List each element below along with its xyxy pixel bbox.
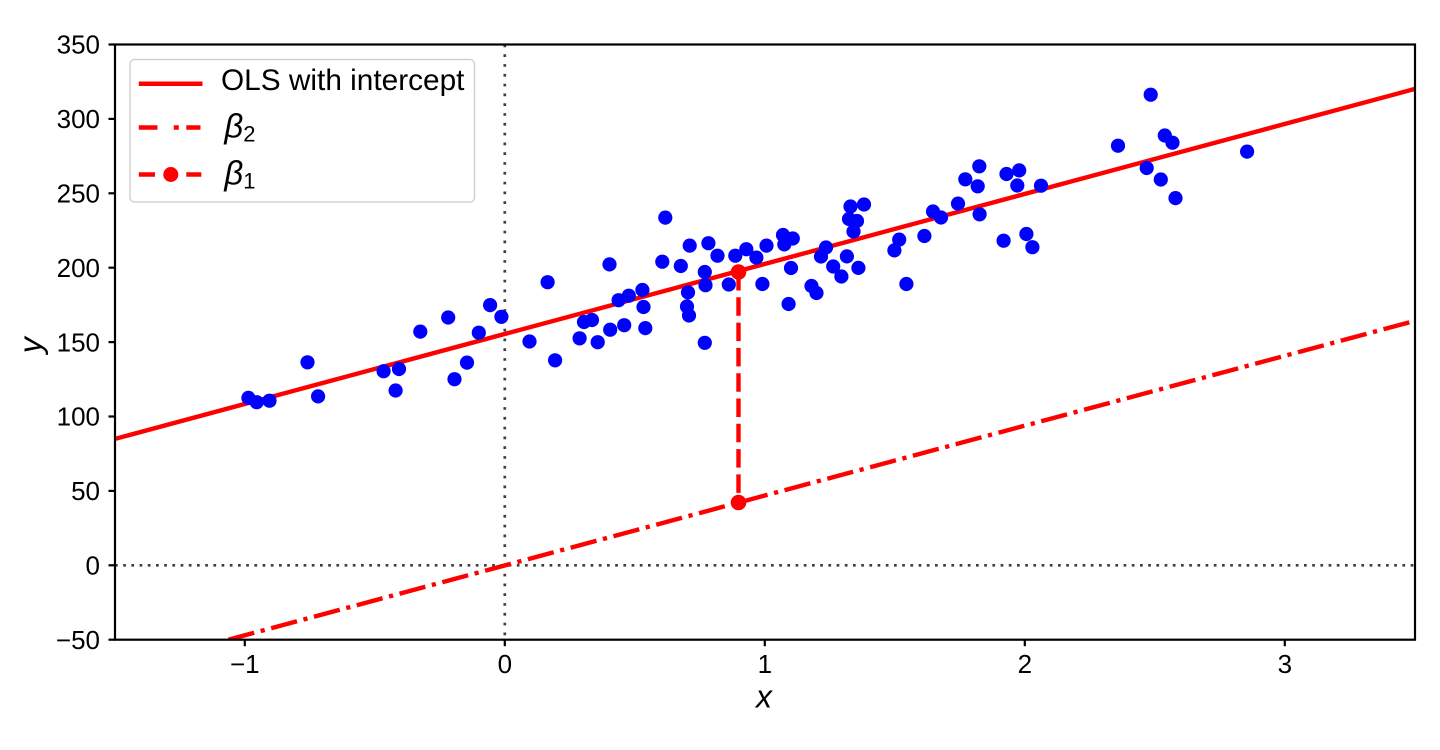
- svg-text:50: 50: [71, 476, 100, 506]
- svg-text:250: 250: [57, 179, 100, 209]
- svg-text:1: 1: [758, 649, 772, 679]
- svg-text:100: 100: [57, 402, 100, 432]
- svg-text:OLS with intercept: OLS with intercept: [221, 64, 465, 97]
- svg-text:2: 2: [1018, 649, 1032, 679]
- svg-text:x: x: [754, 679, 773, 715]
- svg-text:0: 0: [498, 649, 512, 679]
- svg-text:3: 3: [1278, 649, 1292, 679]
- svg-text:y: y: [13, 335, 49, 355]
- svg-text:−1: −1: [230, 649, 260, 679]
- svg-text:150: 150: [57, 327, 100, 357]
- svg-text:−50: −50: [56, 625, 100, 655]
- svg-text:0: 0: [86, 551, 100, 581]
- svg-text:200: 200: [57, 253, 100, 283]
- svg-text:350: 350: [57, 30, 100, 60]
- svg-text:300: 300: [57, 104, 100, 134]
